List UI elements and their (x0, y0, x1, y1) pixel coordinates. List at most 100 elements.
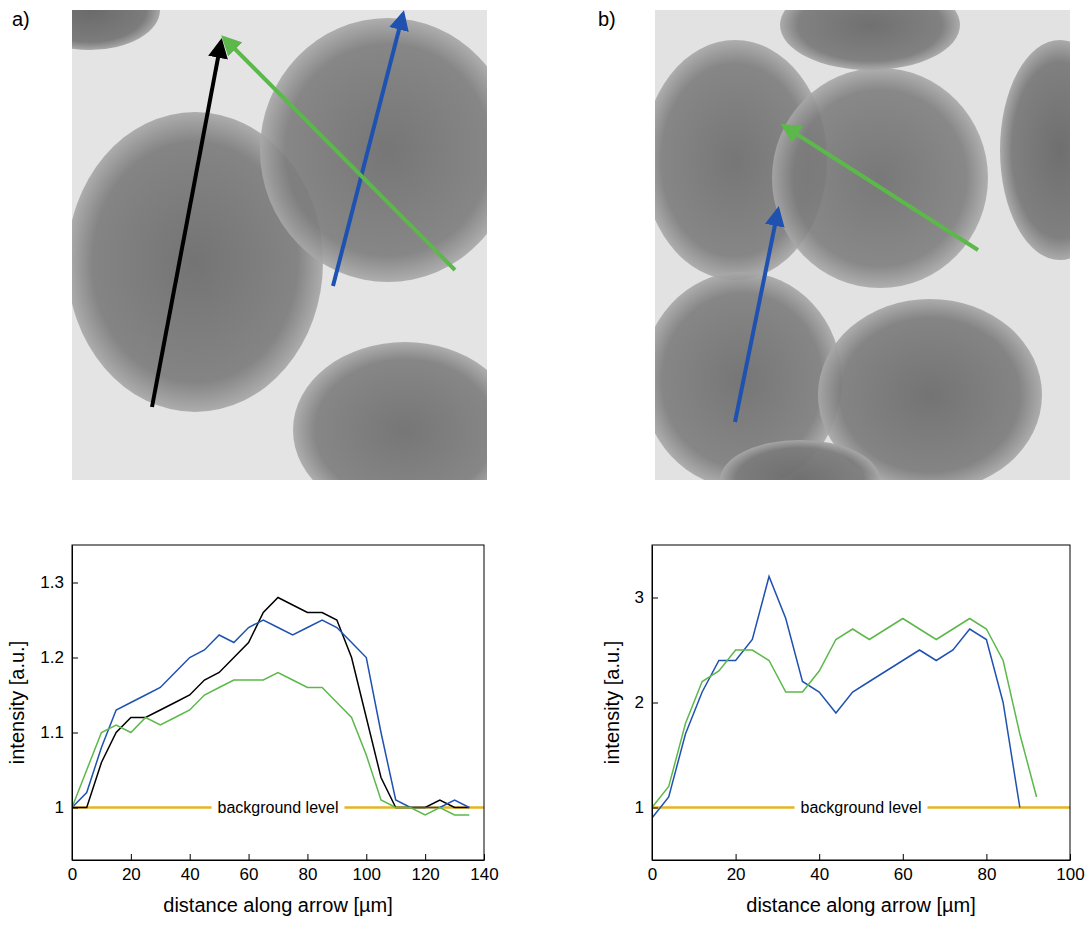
x-tick-mark (190, 854, 191, 860)
cell (780, 10, 960, 70)
y-tick-mark (72, 733, 78, 734)
profile-arrow (224, 38, 455, 270)
x-tick-label: 20 (122, 865, 141, 884)
x-tick-label: 100 (353, 865, 381, 884)
panel-letter: b) (598, 8, 616, 30)
y-tick-label: 3 (635, 588, 644, 607)
x-axis: 0 20 40 60 80 100 (648, 854, 1085, 884)
x-tick-mark (249, 854, 250, 860)
reference-label-group: background level (795, 798, 928, 817)
x-tick: 40 (810, 854, 829, 884)
profile-arrow (152, 42, 221, 407)
x-tick: 20 (122, 854, 141, 884)
x-tick-label: 0 (68, 865, 77, 884)
reference-label-group: background level (212, 798, 345, 817)
x-tick-mark (366, 854, 367, 860)
reference-label: background level (801, 799, 922, 816)
profile-line (72, 673, 469, 816)
x-tick-mark (819, 854, 820, 860)
y-tick: 3 (635, 588, 658, 607)
y-tick: 1.1 (40, 723, 78, 742)
y-axis-title: intensity [a.u.] (601, 641, 623, 764)
x-tick: 40 (181, 854, 200, 884)
y-axis: 1 2 3 (635, 546, 658, 861)
y-tick: 1 (55, 798, 78, 817)
x-tick-mark (307, 854, 308, 860)
y-tick-mark (72, 808, 78, 809)
x-tick-label: 80 (298, 865, 317, 884)
plot-background (72, 545, 484, 860)
y-tick-label: 1.3 (40, 573, 64, 592)
y-axis: 1 1.1 1.2 1.3 (40, 546, 78, 861)
y-tick-mark (652, 703, 658, 704)
y-tick-mark (72, 658, 78, 659)
cell (1000, 40, 1070, 260)
y-tick-label: 1.2 (40, 648, 64, 667)
x-tick: 80 (977, 854, 996, 884)
y-tick-label: 1.1 (40, 723, 64, 742)
x-tick-label: 60 (240, 865, 259, 884)
micrograph (655, 10, 1070, 480)
y-tick-mark (652, 598, 658, 599)
x-axis-line (73, 860, 485, 861)
x-tick-mark (986, 854, 987, 860)
x-tick-label: 40 (181, 865, 200, 884)
profile-line (652, 619, 1037, 808)
x-tick-mark (484, 854, 485, 860)
profile-arrow (784, 126, 978, 250)
x-tick: 80 (298, 854, 317, 884)
x-tick-mark (903, 854, 904, 860)
x-tick-mark (425, 854, 426, 860)
x-tick-mark (1070, 854, 1071, 860)
cell (293, 342, 487, 480)
plot-marks (652, 577, 1070, 819)
x-axis-line (653, 860, 1071, 861)
profile-arrow (735, 210, 778, 422)
panel-letter: a) (12, 8, 30, 30)
x-tick-label: 40 (810, 865, 829, 884)
y-axis-line (72, 546, 73, 861)
x-tick-label: 80 (977, 865, 996, 884)
x-tick-label: 20 (727, 865, 746, 884)
cell (720, 440, 880, 480)
x-tick-mark (736, 854, 737, 860)
x-tick-label: 0 (648, 865, 657, 884)
x-tick-label: 100 (1056, 865, 1084, 884)
x-tick-label: 120 (411, 865, 439, 884)
y-tick-mark (652, 808, 658, 809)
x-tick: 120 (411, 854, 439, 884)
profile-line (72, 598, 469, 808)
micrograph (72, 10, 487, 480)
plot-frame (72, 545, 484, 860)
x-axis-title: distance along arrow [µm] (163, 894, 392, 916)
y-tick-label: 1 (55, 798, 64, 817)
x-axis: 0 20 40 60 80 100 120 140 (68, 854, 499, 884)
cell (772, 68, 988, 288)
y-tick-label: 1 (635, 798, 644, 817)
x-tick-label: 140 (470, 865, 498, 884)
y-tick: 1.2 (40, 648, 78, 667)
y-tick: 2 (635, 693, 658, 712)
cell (72, 10, 160, 50)
plot-marks (72, 598, 484, 816)
profile-line (72, 620, 469, 808)
x-axis-title: distance along arrow [µm] (746, 894, 975, 916)
x-tick: 100 (1056, 854, 1084, 884)
x-tick: 60 (894, 854, 913, 884)
label-patch (795, 798, 928, 817)
profile-line (652, 577, 1020, 819)
plot-background (652, 545, 1070, 860)
plot-frame (652, 545, 1070, 860)
x-tick: 60 (240, 854, 259, 884)
x-tick: 20 (727, 854, 746, 884)
y-axis-title: intensity [a.u.] (6, 641, 28, 764)
y-tick-mark (72, 583, 78, 584)
x-tick-mark (131, 854, 132, 860)
y-tick: 1 (635, 798, 658, 817)
label-patch (212, 798, 345, 817)
cell (260, 18, 487, 282)
profile-arrow (333, 14, 403, 286)
y-tick: 1.3 (40, 573, 78, 592)
reference-label: background level (218, 799, 339, 816)
figure: a)background level02040608010012014011.1… (0, 0, 1088, 935)
